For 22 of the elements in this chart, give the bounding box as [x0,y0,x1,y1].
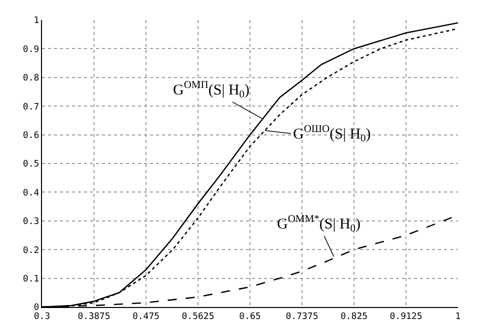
annotation: G$^{ОМП}$(S| H$_{0}$) [173,80,250,100]
y-tick-label: 0.6 [22,130,40,141]
x-tick-label: 1 [455,312,461,322]
x-tick-label: 0.475 [132,312,160,322]
x-tick-label: 0.7375 [286,312,318,322]
y-tick-label: 0.9 [22,44,40,55]
x-tick-label: 0.9125 [390,312,422,322]
annotation: G$^{ОШО}$(S| H$_{0}$) [293,124,371,144]
y-tick-label: 0.1 [22,274,40,284]
y-tick-label: 0.2 [22,246,40,256]
y-tick-label: 0.3 [22,217,40,228]
x-tick-label: 0.5625 [182,312,214,322]
y-tick-label: 0.8 [22,74,40,84]
y-tick-label: 0.7 [22,102,40,112]
y-tick-label: 0.4 [22,188,40,198]
annotation: G$^{ОММ*}$(S| H$_{0}$) [277,214,361,234]
x-tick-label: 0.825 [340,312,368,322]
y-tick-label: 1 [34,16,40,26]
y-tick-label: 0 [34,303,40,314]
x-tick-label: 0.65 [239,312,261,322]
y-tick-label: 0.5 [22,160,40,170]
x-tick-label: 0.3875 [78,312,110,322]
